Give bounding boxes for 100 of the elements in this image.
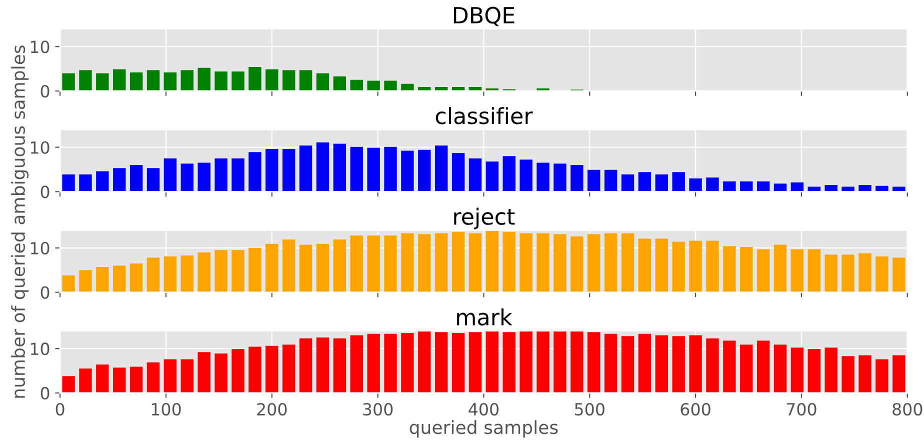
bar [384,146,397,192]
bar [113,266,126,292]
bar [214,353,228,393]
bar [113,168,126,192]
bar [452,333,465,393]
bar [164,256,177,292]
bar [198,352,210,393]
bar [570,236,584,292]
bar [723,246,736,292]
bar [96,364,109,393]
bar [282,239,296,292]
bar [621,174,634,192]
bar [367,235,380,292]
x-tick-label: 500 [575,402,604,416]
x-tick-label: 600 [680,402,710,416]
bar [384,235,397,292]
bar [502,156,516,192]
bar [774,244,787,292]
bar [350,146,363,192]
bar [892,355,906,393]
bar [248,152,262,192]
bar [146,362,160,393]
x-tick-label: 0 [56,402,64,416]
y-tick-label: 0 [40,84,50,98]
bar [502,232,516,292]
bar [655,335,668,393]
bar [130,263,143,292]
bar [96,171,109,192]
bar [824,254,838,292]
bar [282,344,296,393]
bar [367,334,380,393]
bar [79,174,92,192]
bar [434,233,448,292]
bar [62,73,75,91]
bar [146,168,160,192]
bar [62,275,75,292]
bar [266,149,278,192]
y-axis-title: number of queried ambiguous samples [11,45,29,398]
bar [706,240,719,292]
bar [638,238,652,292]
bar [604,233,618,292]
bar [452,232,465,292]
bar [689,178,702,192]
bar [350,235,363,292]
bar [164,72,177,91]
y-tick-label: 10 [30,141,50,154]
bar [180,359,194,393]
bar [570,165,584,192]
bar [418,86,431,91]
bar [316,337,330,393]
bar [588,332,600,393]
bar [858,253,872,292]
bar [266,244,278,292]
bar [333,76,346,91]
bar [824,348,838,393]
bar [214,158,228,192]
chart-title: classifier [436,107,533,124]
bar [350,335,363,393]
bar [706,177,719,192]
bar [554,234,566,292]
bar [62,174,75,192]
bar [248,346,262,393]
chart-title: reject [454,208,515,230]
bar [198,68,210,91]
y-tick-label: 0 [40,386,50,400]
bar [214,250,228,292]
bar [198,162,210,192]
bar [198,252,210,292]
bar [180,255,194,292]
bar [468,233,482,292]
bar [536,331,550,393]
bar [164,359,177,393]
bar [638,172,652,192]
bar [790,249,804,292]
bar [384,80,397,91]
bar [232,250,244,292]
y-tick-label: 10 [30,242,50,254]
bar [418,331,431,393]
bar [79,270,92,292]
bar [401,333,414,393]
bar [316,244,330,292]
bar [434,145,448,192]
bar [146,70,160,91]
bar [723,340,736,393]
bar [876,256,888,292]
bar [232,349,244,393]
bar [282,149,296,192]
chart-title: DBQE [454,6,514,26]
bar [774,184,787,192]
bar [621,233,634,292]
bar [588,234,600,292]
bar [401,233,414,292]
x-tick-label: 700 [786,402,816,416]
bar [621,336,634,393]
bar [452,153,465,192]
bar [333,144,346,192]
bar [520,331,532,393]
bar [655,238,668,292]
bar [434,332,448,393]
bar [486,231,499,292]
